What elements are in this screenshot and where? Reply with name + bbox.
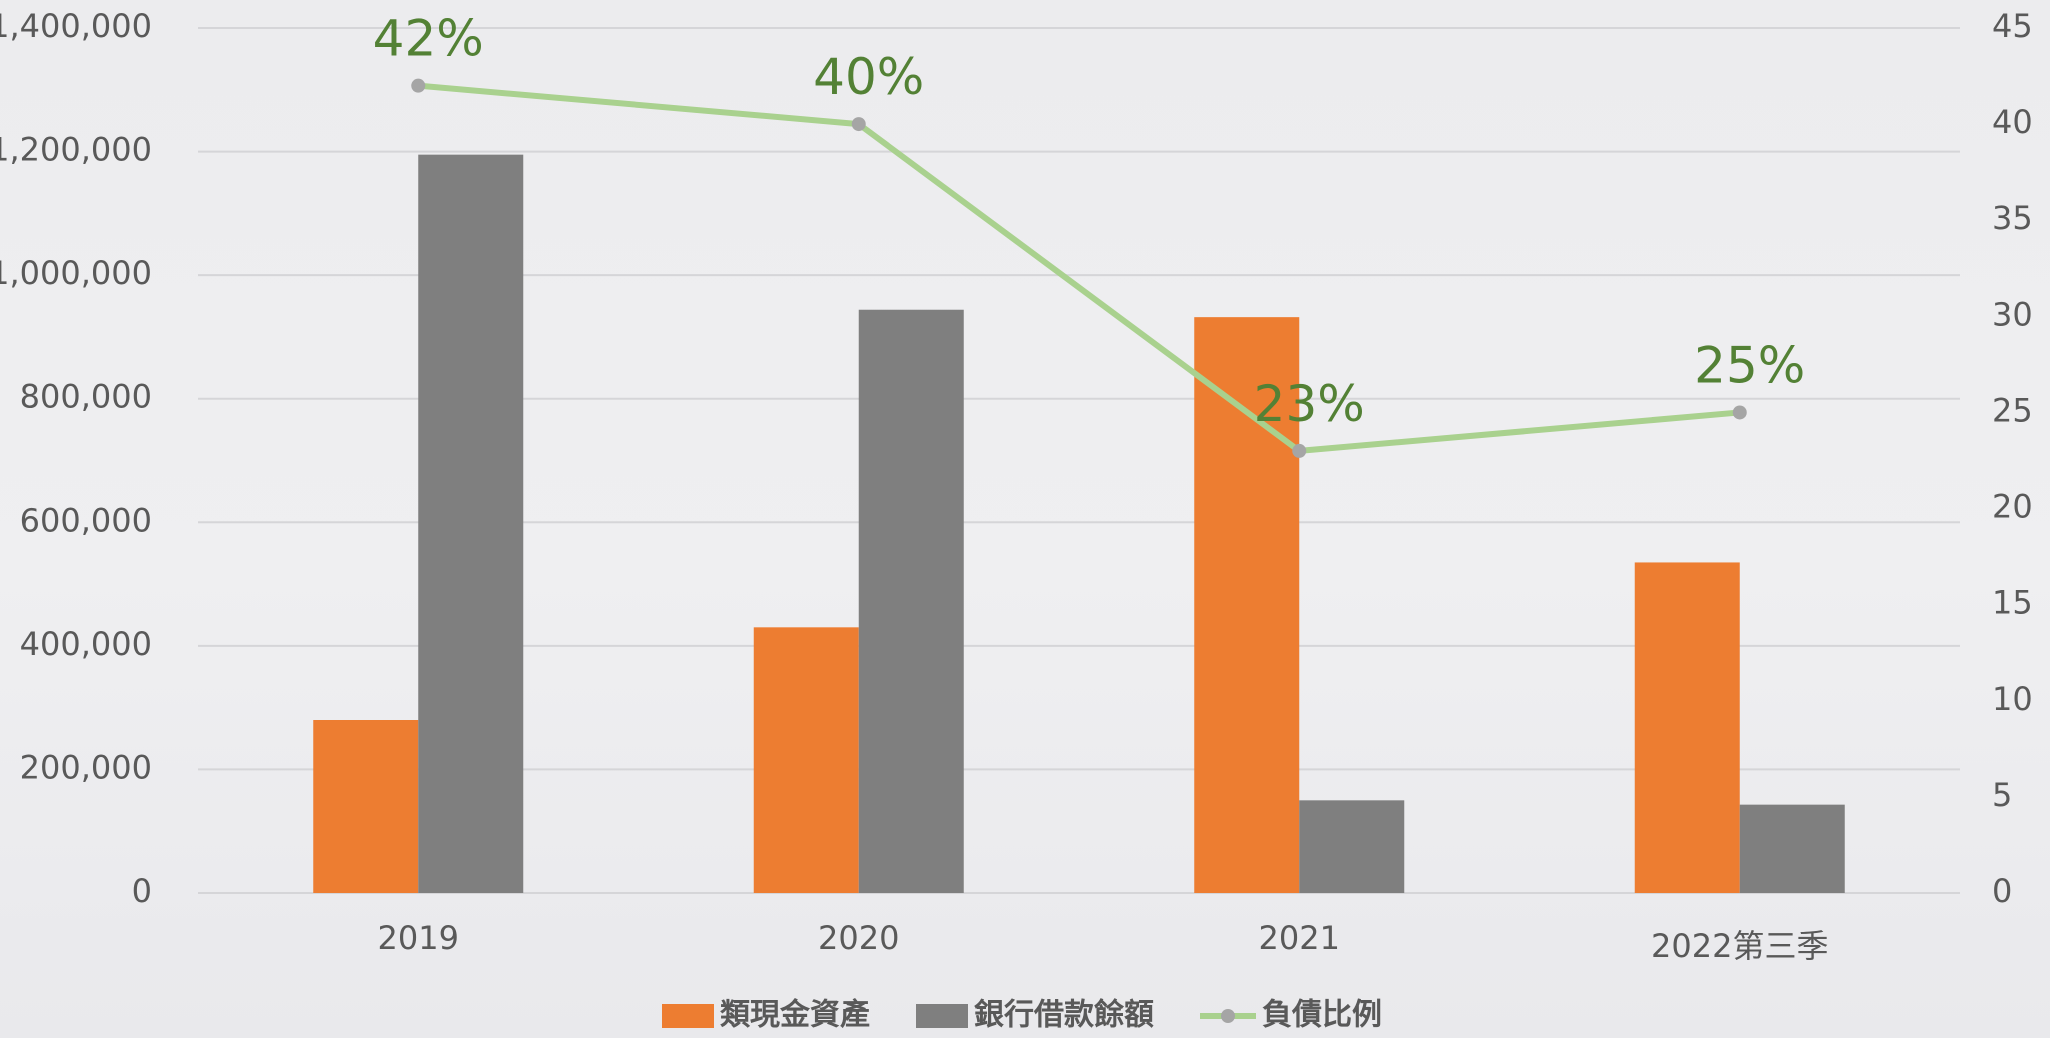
right-axis-tick-label: 0	[1992, 872, 2012, 910]
left-y-axis: 0 200,000 400,000 600,000 800,000 1,000,000 1,…	[0, 7, 152, 910]
legend-swatch-marker	[1221, 1009, 1235, 1023]
x-axis-tick-label: 2021	[1259, 919, 1340, 957]
ratio-data-label: 40%	[813, 48, 924, 106]
bars	[313, 154, 1845, 894]
legend-swatch	[662, 1004, 714, 1028]
right-axis-tick-label: 30	[1992, 295, 2033, 333]
ratio-point	[1292, 443, 1307, 458]
x-axis-tick-label: 2022第三季	[1651, 927, 1828, 965]
left-axis-tick-label: 1,200,000	[0, 131, 152, 169]
ratio-line: 42% 40% 23% 25%	[373, 10, 1805, 458]
right-axis-tick-label: 5	[1992, 776, 2012, 814]
bar-cash-assets	[1634, 562, 1740, 893]
bar-bank-loans	[1739, 804, 1845, 893]
left-axis-tick-label: 800,000	[20, 378, 152, 416]
right-axis-tick-label: 15	[1992, 584, 2033, 622]
bar-bank-loans	[418, 154, 524, 894]
left-axis-tick-label: 400,000	[20, 625, 152, 663]
legend-swatch	[916, 1004, 968, 1028]
bar-cash-assets	[753, 627, 859, 893]
ratio-data-label: 25%	[1694, 336, 1805, 394]
left-axis-tick-label: 600,000	[20, 501, 152, 539]
ratio-line-path	[417, 82, 1741, 454]
x-axis-tick-label: 2020	[818, 919, 899, 957]
left-axis-tick-label: 1,400,000	[0, 7, 152, 45]
right-axis-tick-label: 10	[1992, 680, 2033, 718]
right-axis-tick-label: 25	[1992, 391, 2033, 429]
ratio-point	[411, 78, 426, 93]
left-axis-tick-label: 0	[132, 872, 152, 910]
bar-bank-loans	[1299, 800, 1405, 893]
legend-label: 負債比例	[1262, 998, 1382, 1033]
ratio-point	[851, 117, 866, 132]
left-axis-tick-label: 200,000	[20, 748, 152, 786]
ratio-point	[1732, 405, 1747, 420]
x-axis: 2019 2020 2021 2022第三季	[378, 919, 1829, 965]
ratio-data-label: 42%	[373, 10, 484, 68]
ratio-data-label: 23%	[1254, 375, 1365, 433]
right-axis-tick-label: 35	[1992, 199, 2033, 237]
right-axis-tick-label: 45	[1992, 7, 2033, 45]
right-y-axis: 0 5 10 15 20 25 30 35 40 45	[1992, 7, 2033, 910]
x-axis-tick-label: 2019	[378, 919, 459, 957]
legend-label: 銀行借款餘額	[974, 998, 1154, 1033]
legend: 類現金資產 銀行借款餘額 負債比例	[662, 998, 1382, 1033]
legend-label: 類現金資產	[720, 998, 870, 1033]
left-axis-tick-label: 1,000,000	[0, 254, 152, 292]
right-axis-tick-label: 20	[1992, 488, 2033, 526]
bar-bank-loans	[858, 309, 964, 893]
bar-cash-assets	[313, 720, 419, 893]
right-axis-tick-label: 40	[1992, 103, 2033, 141]
